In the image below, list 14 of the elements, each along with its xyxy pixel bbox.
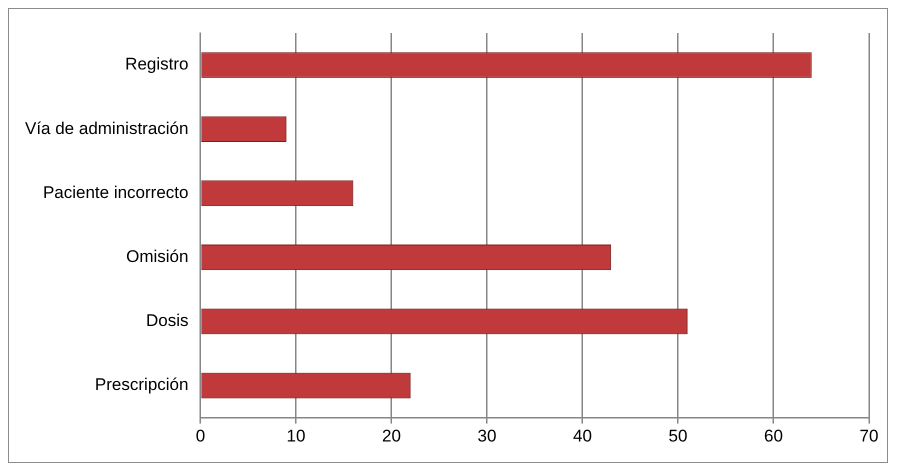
y-tick-label: Registro	[125, 54, 188, 74]
x-tick-label: 10	[286, 426, 306, 446]
x-tick-label: 0	[196, 426, 206, 446]
x-tick-label: 50	[668, 426, 688, 446]
x-tick-label: 60	[764, 426, 783, 446]
x-tick-label: 30	[478, 426, 496, 446]
y-tick-label: Prescripción	[94, 375, 188, 394]
y-tick-label: Omisión	[126, 247, 188, 266]
x-tick-label: 20	[382, 426, 401, 446]
x-tick-label: 40	[573, 426, 592, 446]
y-tick-label: Paciente incorrecto	[42, 182, 188, 202]
y-tick-label: Dosis	[146, 311, 188, 330]
y-tick-label: Vía de administración	[24, 118, 188, 138]
x-tick-label: 70	[860, 426, 878, 446]
